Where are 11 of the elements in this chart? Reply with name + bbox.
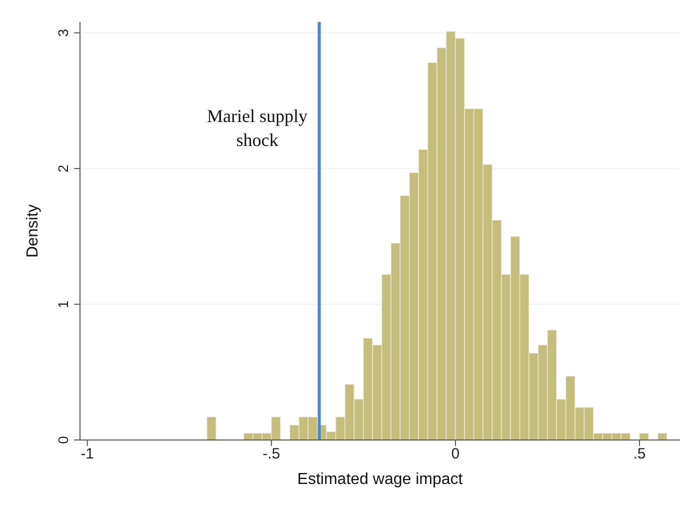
x-tick-label: -1 — [80, 446, 94, 463]
x-tick-label: 0 — [451, 446, 460, 463]
ref-line-label: Mariel supply shock — [207, 106, 308, 150]
y-tick-label: 0 — [55, 436, 71, 444]
y-axis-title: Density — [24, 204, 42, 258]
y-tick-label: 2 — [55, 164, 71, 172]
x-tick-label: -.5 — [262, 446, 280, 463]
y-tick-label: 3 — [55, 28, 71, 37]
y-tick-label: 1 — [55, 300, 71, 308]
x-tick-label: .5 — [633, 446, 646, 463]
x-axis-title: Estimated wage impact — [297, 471, 464, 488]
